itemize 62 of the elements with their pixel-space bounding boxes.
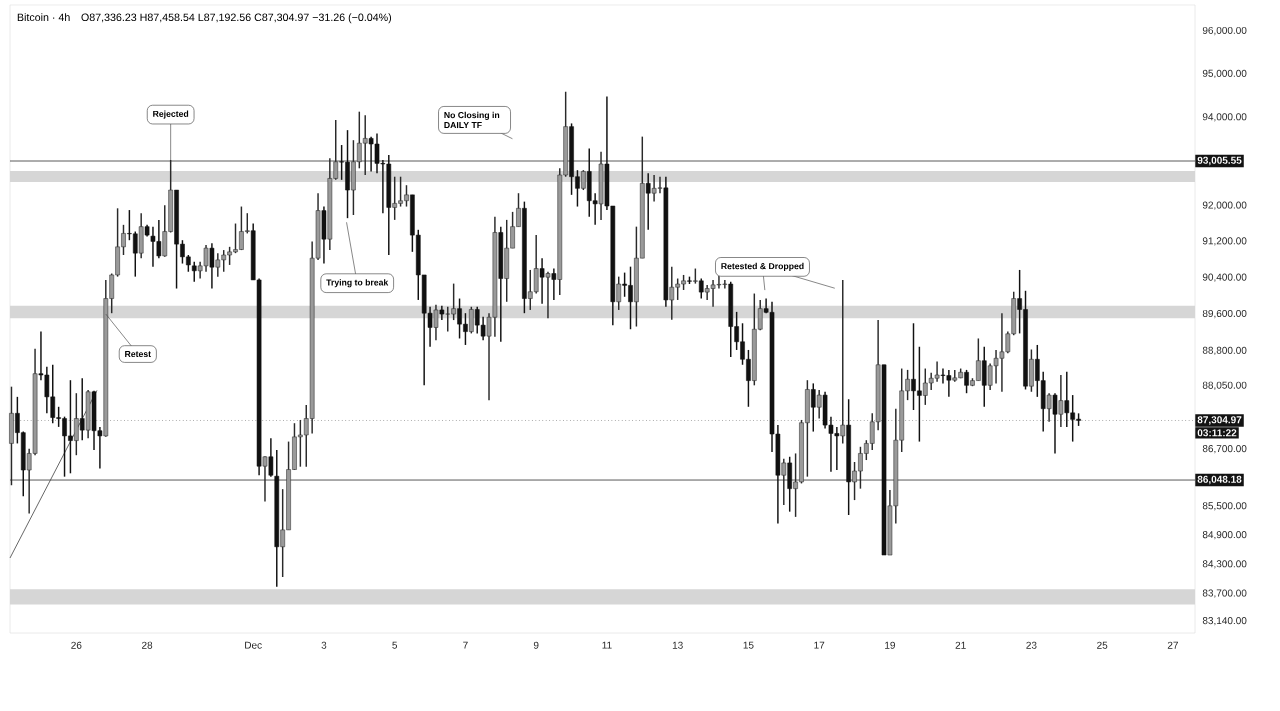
- y-tick-label: 88,050.00: [1202, 381, 1247, 390]
- candlestick: [433, 304, 439, 342]
- candlestick: [645, 172, 651, 231]
- x-tick-label: 21: [955, 641, 966, 649]
- text: O87,336.23 H87,458.54 L87,192.56 C87,304.97 −31.26 (−0.04%): [81, 13, 392, 24]
- candlestick: [79, 377, 85, 441]
- y-tick-label: 83,700.00: [1202, 589, 1247, 598]
- candlestick: [74, 392, 79, 456]
- candlestick: [816, 389, 822, 420]
- annotation: Rejected: [153, 110, 189, 119]
- candlestick: [539, 257, 545, 305]
- annotation: Retest: [125, 351, 151, 358]
- x-tick-label: 23: [1026, 641, 1037, 649]
- candlestick: [698, 277, 704, 300]
- x-tick-label: 28: [142, 641, 153, 649]
- y-tick-label: 96,000.00: [1202, 26, 1247, 36]
- x-tick-label: 9: [533, 641, 539, 649]
- candlestick: [840, 279, 846, 445]
- y-tick-label: 88,800.00: [1202, 346, 1247, 356]
- candlestick: [209, 242, 215, 290]
- candlestick: [469, 306, 474, 335]
- x-tick-label: 17: [814, 641, 825, 649]
- candlestick: [1046, 392, 1052, 423]
- x-tick-label: 7: [463, 641, 468, 649]
- candlestick: [1052, 392, 1058, 455]
- ref-line-label: 86,048.18: [1197, 475, 1242, 485]
- y-tick-label: 90,400.00: [1202, 273, 1247, 282]
- ref-line-label: 87,304.97: [1197, 416, 1242, 425]
- y-tick-label: 84,300.00: [1202, 560, 1247, 569]
- y-tick-label: 85,500.00: [1202, 502, 1247, 511]
- y-tick-label: 92,000.00: [1202, 201, 1247, 210]
- y-tick-label: 89,600.00: [1202, 309, 1247, 319]
- x-tick-label: 15: [743, 641, 754, 649]
- annotation: Retested & Dropped: [721, 262, 804, 271]
- y-tick-label: 91,200.00: [1202, 237, 1247, 246]
- x-tick-label: 27: [1167, 641, 1178, 649]
- y-tick-label: 86,700.00: [1202, 445, 1247, 454]
- candlestick: [616, 275, 622, 311]
- candlestick: [551, 267, 557, 301]
- x-tick-label: 13: [672, 641, 683, 649]
- x-tick-label: Dec: [245, 641, 262, 649]
- candlestick: [545, 271, 551, 320]
- x-tick-label: 26: [71, 641, 82, 649]
- annotation: No Closing in DAILY TF: [444, 111, 500, 129]
- x-tick-label: 5: [392, 641, 398, 649]
- x-tick-label: 25: [1097, 641, 1108, 649]
- annotation: Trying to break: [326, 279, 389, 288]
- candlestick: [581, 169, 586, 191]
- text: 03:11:22: [1197, 429, 1237, 437]
- x-tick-label: 11: [602, 641, 612, 649]
- x-tick-label: 3: [321, 641, 327, 649]
- x-tick-label: 19: [885, 641, 895, 649]
- y-tick-label: 84,900.00: [1202, 531, 1247, 540]
- ref-line-label: 93,005.55: [1197, 156, 1242, 166]
- candlestick: [810, 382, 816, 433]
- text: Bitcoin · 4h: [17, 13, 70, 22]
- y-tick-label: 83,140.00: [1202, 617, 1247, 626]
- candlestick: [964, 369, 969, 394]
- y-tick-label: 95,000.00: [1202, 69, 1247, 79]
- y-tick-label: 94,000.00: [1202, 113, 1247, 122]
- candlestick: [268, 437, 274, 478]
- candlestick: [1058, 374, 1064, 428]
